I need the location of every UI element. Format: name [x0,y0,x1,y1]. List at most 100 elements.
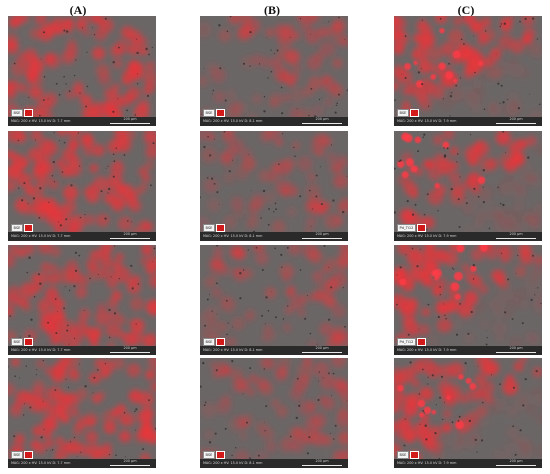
scale-bar-label: 200 μm [123,232,137,236]
acquisition-metadata: MAG: 200 x HV: 15.0 kV D: 7.7 mm [11,119,71,123]
detector-tag: BSE [203,224,225,232]
acquisition-metadata: MAG: 200 x HV: 15.0 kV D: 8.1 mm [203,348,263,352]
acquisition-metadata: MAG: 200 x HV: 15.0 kV D: 7.9 mm [397,119,457,123]
info-bar: MAG: 200 x HV: 15.0 kV D: 7.7 mm 200 μm [8,346,156,355]
scale-bar-label: 200 μm [123,459,137,463]
acquisition-metadata: MAG: 200 x HV: 15.0 kV D: 7.7 mm [11,234,71,238]
acquisition-metadata: MAG: 200 x HV: 15.0 kV D: 8.1 mm [203,234,263,238]
micrograph-panel: BSE MAG: 200 x HV: 15.0 kV D: 8.1 mm 200 μ… [200,358,348,468]
acquisition-metadata: MAG: 200 x HV: 15.0 kV D: 7.9 mm [397,348,457,352]
acquisition-metadata: MAG: 200 x HV: 15.0 kV D: 7.7 mm [11,461,71,465]
micrograph-image [200,358,348,459]
micrograph-image [200,16,348,117]
scale-bar: 200 μm [302,232,342,241]
info-bar: MAG: 200 x HV: 15.0 kV D: 7.7 mm 200 μm [8,459,156,468]
detector-tag: BSE [203,451,225,459]
scale-bar-label: 200 μm [315,459,329,463]
scale-bar: 200 μm [110,117,150,126]
acquisition-metadata: MAG: 200 x HV: 15.0 kV D: 8.1 mm [203,461,263,465]
scale-bar-line [302,352,342,353]
scale-bar-line [302,123,342,124]
micrograph-panel: BSE MAG: 200 x HV: 15.0 kV D: 8.1 mm 200 μ… [200,16,348,126]
micrograph-image [8,131,156,232]
scale-bar: 200 μm [302,459,342,468]
scale-bar-line [496,352,536,353]
detector-tag: BSE [397,451,419,459]
micrograph-panel: Pd_Ti12 MAG: 200 x HV: 15.0 kV D: 7.9 mm 2… [394,245,542,355]
detector-tag: BSE [11,224,33,232]
color-swatch [215,224,225,232]
micrograph-panel: BSE MAG: 200 x HV: 15.0 kV D: 8.1 mm 200 μ… [200,245,348,355]
detector-tag: Pd_Ti12 [397,224,426,232]
detector-label: BSE [11,451,23,459]
detector-tag: BSE [397,109,419,117]
detector-tag: BSE [203,338,225,346]
micrograph-image [200,131,348,232]
detector-label: BSE [203,338,215,346]
micrograph-image [8,16,156,117]
scale-bar: 200 μm [110,346,150,355]
micrograph-image [394,131,542,232]
acquisition-metadata: MAG: 200 x HV: 15.0 kV D: 7.9 mm [397,234,457,238]
scale-bar: 200 μm [110,459,150,468]
info-bar: MAG: 200 x HV: 15.0 kV D: 7.9 mm 200 μm [394,117,542,126]
detector-tag: BSE [11,109,33,117]
scale-bar: 200 μm [110,232,150,241]
scale-bar-line [496,238,536,239]
scale-bar-label: 200 μm [509,346,523,350]
scale-bar-line [110,238,150,239]
acquisition-metadata: MAG: 200 x HV: 15.0 kV D: 7.7 mm [11,348,71,352]
scale-bar-label: 200 μm [123,346,137,350]
info-bar: MAG: 200 x HV: 15.0 kV D: 7.9 mm 200 μm [394,459,542,468]
color-swatch [409,109,419,117]
micrograph-image [200,245,348,346]
acquisition-metadata: MAG: 200 x HV: 15.0 kV D: 8.1 mm [203,119,263,123]
color-swatch [409,451,419,459]
info-bar: MAG: 200 x HV: 15.0 kV D: 7.9 mm 200 μm [394,346,542,355]
scale-bar-line [302,465,342,466]
micrograph-panel: BSE MAG: 200 x HV: 15.0 kV D: 8.1 mm 200 μ… [200,131,348,241]
detector-tag: Pd_Ti12 [397,338,426,346]
color-swatch [215,451,225,459]
color-swatch [416,338,426,346]
scale-bar-line [110,123,150,124]
column-label-a: (A) [69,3,87,17]
detector-label: BSE [397,451,409,459]
scale-bar: 200 μm [302,346,342,355]
scale-bar-line [496,465,536,466]
column-label-b: (B) [264,3,280,17]
detector-label: Pd_Ti12 [397,224,416,232]
color-swatch [23,109,33,117]
info-bar: MAG: 200 x HV: 15.0 kV D: 7.7 mm 200 μm [8,232,156,241]
detector-tag: BSE [11,451,33,459]
scale-bar: 200 μm [496,346,536,355]
color-swatch [416,224,426,232]
micrograph-panel: BSE MAG: 200 x HV: 15.0 kV D: 7.9 mm 200 μ… [394,16,542,126]
detector-tag: BSE [203,109,225,117]
scale-bar-line [496,123,536,124]
micrograph-panel: Pd_Ti12 MAG: 200 x HV: 15.0 kV D: 7.9 mm 2… [394,131,542,241]
detector-label: BSE [11,224,23,232]
color-swatch [215,338,225,346]
info-bar: MAG: 200 x HV: 15.0 kV D: 8.1 mm 200 μm [200,346,348,355]
color-swatch [23,224,33,232]
detector-label: BSE [11,109,23,117]
detector-label: BSE [11,338,23,346]
info-bar: MAG: 200 x HV: 15.0 kV D: 8.1 mm 200 μm [200,117,348,126]
micrograph-panel: BSE MAG: 200 x HV: 15.0 kV D: 7.7 mm 200 μ… [8,16,156,126]
micrograph-image [394,358,542,459]
scale-bar: 200 μm [302,117,342,126]
scale-bar-label: 200 μm [315,117,329,121]
scale-bar-label: 200 μm [315,232,329,236]
scale-bar-label: 200 μm [509,232,523,236]
micrograph-image [394,245,542,346]
scale-bar-label: 200 μm [123,117,137,121]
color-swatch [215,109,225,117]
scale-bar: 200 μm [496,117,536,126]
micrograph-panel: BSE MAG: 200 x HV: 15.0 kV D: 7.7 mm 200 μ… [8,358,156,468]
detector-label: BSE [203,451,215,459]
info-bar: MAG: 200 x HV: 15.0 kV D: 8.1 mm 200 μm [200,459,348,468]
detector-label: Pd_Ti12 [397,338,416,346]
micrograph-image [8,358,156,459]
scale-bar-label: 200 μm [509,117,523,121]
